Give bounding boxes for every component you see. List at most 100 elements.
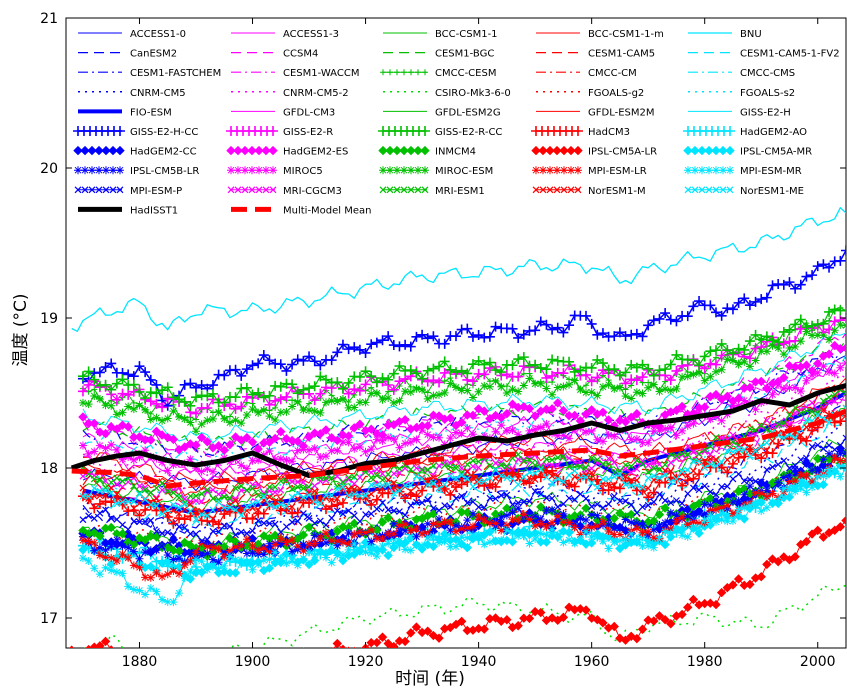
series-giss-e2-h-cc-marker (400, 339, 411, 350)
series-mri-esm1-marker (684, 450, 692, 458)
series-giss-e2-r-cc-marker (157, 385, 168, 396)
series-noresm1-me-marker (186, 507, 194, 515)
legend-swatch-marker (116, 186, 124, 194)
y-axis-label: 温度 (°C) (11, 293, 31, 366)
series-mri-esm1-marker (220, 493, 228, 501)
series-miroc-esm-marker (565, 380, 574, 389)
series-giss-e2-h-cc-marker (648, 315, 659, 326)
series-mri-esm1-marker (384, 470, 392, 478)
series-mpi-esm-lr-marker (186, 557, 195, 566)
series-giss-e2-r-marker (191, 408, 201, 419)
series-noresm1-m-marker (396, 485, 403, 493)
series-ipsl-cm5b-lr-marker (808, 466, 817, 475)
series-hadgem2-es-marker (146, 435, 156, 445)
series-giss-e2-r-cc-marker (807, 320, 818, 331)
series-ipsl-cm5a-lr-marker (85, 644, 92, 648)
series-miroc-esm-marker (723, 355, 732, 364)
series-mpi-esm-lr-marker (146, 573, 155, 582)
series-miroc-esm-marker (666, 386, 675, 395)
series-noresm1-me-marker (288, 493, 296, 501)
series-mpi-esm-lr-marker (350, 530, 359, 539)
series-giss-e2-r-cc-marker (202, 391, 213, 402)
series-ipsl-cm5a-lr-marker (411, 622, 422, 632)
series-miroc-esm-marker (440, 388, 449, 397)
series-mpi-esm-mr-marker (220, 561, 229, 570)
series-hadcm3-marker (445, 489, 456, 500)
series-mpi-esm-p-marker (311, 519, 319, 527)
series-mri-esm1-marker (418, 466, 426, 474)
legend-entry-ipsl-cm5a-lr: IPSL-CM5A-LR (531, 145, 657, 158)
series-giss-e2-h-cc-marker (609, 331, 620, 342)
series-mpi-esm-p-marker (503, 491, 511, 499)
series-giss-e2-r-cc-marker (829, 304, 840, 315)
series-mpi-esm-lr-marker (610, 530, 619, 539)
legend-label: ACCESS1-3 (283, 29, 339, 40)
series-miroc5-marker (112, 445, 121, 454)
series-ipsl-cm5b-lr-marker (310, 531, 319, 540)
y-tick-label: 21 (40, 11, 58, 27)
series-mpi-esm-lr-marker (762, 492, 771, 501)
series-ipsl-cm5a-lr-marker (581, 605, 591, 615)
series-noresm1-me-marker (492, 466, 499, 474)
series-miroc5-marker (367, 445, 376, 454)
series-ipsl-cm5b-lr-marker (463, 516, 472, 525)
series-giss-e2-r-marker (824, 324, 835, 335)
series-hadgem2-es-marker (202, 437, 213, 447)
series-mpi-esm-mr-marker (779, 484, 788, 493)
series-ipsl-cm5a-lr-marker (637, 624, 648, 634)
series-ipsl-cm5a-lr-marker (762, 559, 772, 570)
series-mri-esm1-marker (729, 438, 737, 446)
legend-entry-fgoals-g2: FGOALS-g2 (536, 88, 644, 99)
series-mri-esm1-marker (96, 476, 104, 484)
series-hadgem2-es-marker (247, 437, 258, 447)
series-mpi-esm-p-marker (712, 491, 720, 499)
series-ipsl-cm5a-mr-marker (694, 528, 704, 538)
series-miroc-esm-marker (474, 387, 483, 396)
series-giss-e2-h-cc-marker (145, 374, 156, 385)
series-giss-e2-r-cc-marker (321, 374, 331, 385)
series-noresm1-me-marker (130, 498, 138, 506)
series-mpi-esm-mr-marker (683, 532, 692, 541)
series-miroc-esm-marker (593, 391, 602, 400)
series-mpi-esm-lr-marker (163, 570, 172, 579)
series-giss-e2-r-marker (434, 377, 445, 388)
series-noresm1-me-marker (503, 474, 511, 482)
series-miroc-esm-marker (627, 394, 636, 403)
legend-swatch-marker (226, 145, 236, 156)
series-line-hadisst1 (70, 383, 846, 478)
series-mpi-esm-p-marker (407, 501, 415, 509)
series-hadcm3-marker (411, 491, 422, 502)
series-mpi-esm-p-marker (283, 523, 290, 531)
series-mri-esm1-marker (102, 484, 109, 492)
series-ipsl-cm5b-lr-marker (502, 511, 511, 520)
series-mpi-esm-p-marker (102, 506, 109, 514)
legend-swatch-marker (420, 145, 430, 156)
series-giss-e2-r-cc-marker (174, 394, 185, 405)
series-mri-esm1-marker (842, 389, 846, 397)
legend-entry-ccsm4: CCSM4 (231, 49, 318, 60)
series-mpi-esm-mr-marker (305, 547, 314, 556)
series-ipsl-cm5a-mr-marker (705, 520, 716, 530)
series-ipsl-cm5a-lr-marker (69, 645, 75, 648)
series-mpi-esm-lr-marker (406, 526, 415, 535)
series-mpi-esm-p-marker (797, 456, 805, 464)
legend-label: CNRM-CM5 (130, 88, 186, 99)
series-mri-esm1-marker (113, 474, 121, 482)
legend-swatch-marker (115, 145, 125, 156)
series-giss-e2-h-cc-marker (558, 327, 569, 338)
series-ipsl-cm5a-lr-marker (73, 649, 81, 657)
series-noresm1-me-marker (723, 447, 731, 455)
series-canesm2 (82, 405, 846, 534)
series-miroc-esm-marker (712, 367, 720, 376)
series-hadgem2-es-marker (841, 343, 846, 353)
series-giss-e2-h-cc-marker (597, 328, 608, 339)
series-miroc-esm-marker (553, 383, 562, 392)
series-giss-e2-h-cc-marker (388, 340, 399, 351)
series-mpi-esm-p-marker (735, 470, 743, 478)
series-ipsl-cm5a-lr-marker (353, 646, 356, 648)
legend-entry-giss-e2-h: GISS-E2-H (688, 107, 791, 118)
series-ipsl-cm5a-lr-marker (677, 609, 687, 620)
series-ipsl-cm5a-lr-marker (215, 667, 223, 675)
series-mpi-esm-mr-marker (762, 503, 771, 512)
series-ipsl-cm5a-mr-marker (349, 549, 359, 560)
